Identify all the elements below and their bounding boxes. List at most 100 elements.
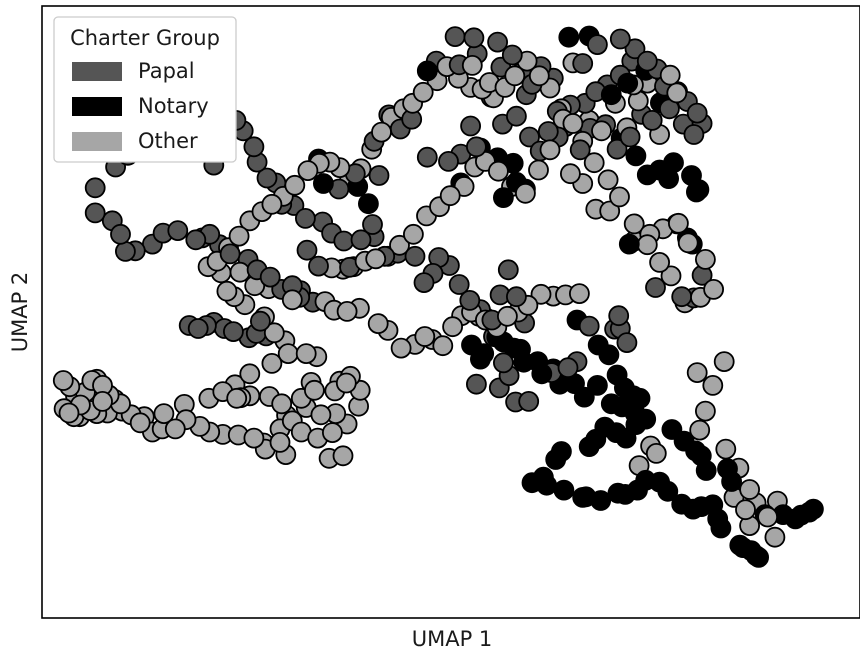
scatter-point-other (560, 163, 581, 185)
scatter-point-other (303, 379, 325, 401)
scatter-point-notary (416, 60, 438, 82)
scatter-point-other (487, 160, 509, 182)
scatter-point-papal (619, 126, 641, 148)
scatter-point-notary (627, 479, 648, 501)
scatter-point-notary (473, 343, 495, 365)
scatter-point-other (153, 403, 175, 425)
scatter-point-papal (487, 31, 509, 53)
scatter-point-notary (635, 408, 657, 430)
scatter-point-other (371, 121, 392, 143)
scatter-point-other (295, 343, 317, 365)
scatter-point-other (269, 431, 291, 453)
scatter-point-papal (362, 214, 383, 235)
scatter-point-papal (219, 243, 241, 265)
scatter-point-notary (649, 159, 670, 181)
scatter-point-other (530, 283, 552, 305)
scatter-point-notary (681, 165, 702, 186)
scatter-point-papal (683, 124, 705, 145)
scatter-point-other (668, 212, 689, 234)
scatter-point-other (271, 393, 293, 415)
scatter-point-papal (606, 138, 628, 160)
scatter-point-other (702, 374, 724, 396)
scatter-point-papal (84, 177, 106, 199)
scatter-point-other (335, 372, 357, 394)
scatter-point-other (739, 479, 760, 500)
scatter-point-papal (641, 110, 663, 131)
scatter-point-papal (537, 121, 559, 142)
scatter-point-other (243, 427, 265, 449)
scatter-point-notary (492, 187, 514, 209)
scatter-point-other (336, 300, 358, 322)
scatter-point-papal (492, 352, 514, 374)
scatter-point-papal (296, 239, 318, 261)
scatter-point-other (297, 160, 319, 182)
scatter-point-other (623, 213, 645, 235)
scatter-point-other (402, 223, 424, 245)
scatter-point-papal (294, 207, 316, 229)
scatter-point-other (261, 352, 283, 374)
scatter-point-notary (671, 493, 693, 515)
scatter-point-papal (185, 229, 207, 251)
scatter-point-other (591, 120, 612, 142)
scatter-point-other (715, 438, 737, 460)
x-axis-label: UMAP 1 (412, 627, 493, 650)
scatter-point-papal (448, 274, 470, 295)
scatter-point-other (597, 169, 619, 191)
scatter-point-notary (600, 393, 622, 415)
scatter-point-other (713, 351, 735, 373)
scatter-point-other (666, 82, 688, 104)
scatter-point-papal (636, 50, 658, 72)
scatter-point-papal (84, 202, 106, 224)
scatter-point-papal (413, 272, 435, 294)
scatter-point-other (528, 159, 549, 181)
scatter-point-other (229, 261, 251, 283)
scatter-point-notary (618, 233, 640, 255)
scatter-point-papal (569, 139, 591, 161)
scatter-point-papal (243, 136, 265, 158)
scatter-point-notary (587, 334, 609, 356)
scatter-point-papal (518, 390, 540, 412)
scatter-point-other (367, 313, 389, 335)
scatter-point-other (528, 65, 550, 87)
legend-label-papal: Papal (138, 59, 195, 83)
scatter-point-papal (463, 27, 485, 49)
scatter-point-other (562, 113, 584, 134)
scatter-point-other (226, 387, 248, 409)
scatter-point-papal (222, 321, 244, 343)
scatter-point-other (735, 499, 756, 521)
scatter-point-notary (590, 490, 612, 511)
scatter-point-other (129, 412, 151, 434)
scatter-point-other (261, 193, 283, 215)
scatter-point-papal (608, 305, 630, 327)
legend-box (53, 16, 237, 163)
scatter-point-papal (497, 259, 519, 281)
scatter-point-other (660, 265, 682, 287)
scatter-point-other (461, 55, 483, 76)
scatter-point-notary (312, 173, 334, 194)
scatter-point-notary (533, 466, 554, 488)
scatter-point-other (58, 402, 80, 424)
scatter-point-papal (506, 286, 527, 308)
scatter-point-other (599, 200, 621, 222)
scatter-point-other (677, 232, 699, 254)
scatter-point-other (504, 65, 526, 87)
points-layer (52, 25, 824, 568)
scatter-point-notary (531, 363, 553, 385)
y-axis-label: UMAP 2 (8, 272, 32, 353)
scatter-point-other (695, 248, 716, 270)
scatter-point-other (636, 234, 658, 256)
scatter-point-notary (600, 84, 622, 106)
scatter-point-other (496, 305, 518, 327)
scatter-point-other (583, 152, 605, 174)
scatter-point-papal (368, 165, 390, 186)
scatter-point-notary (721, 471, 742, 492)
legend: Charter Group Papal Notary Other (53, 16, 237, 163)
legend-label-other: Other (138, 129, 198, 153)
scatter-point-notary (357, 193, 379, 215)
scatter-point-other (757, 506, 778, 528)
scatter-point-papal (110, 223, 131, 245)
scatter-point-other (659, 64, 681, 86)
legend-label-notary: Notary (138, 94, 209, 118)
scatter-point-papal (308, 255, 329, 277)
scatter-point-other (390, 337, 412, 359)
